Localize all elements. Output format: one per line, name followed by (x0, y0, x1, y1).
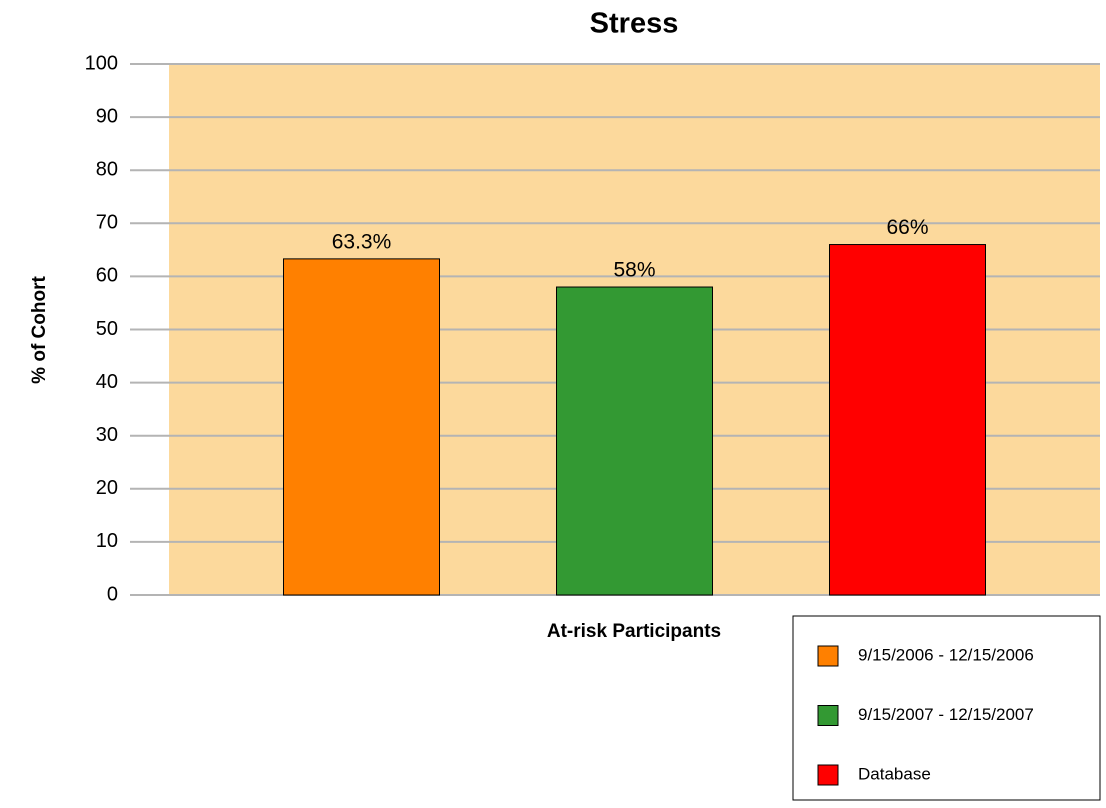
legend-label: 9/15/2006 - 12/15/2006 (858, 645, 1034, 664)
y-axis-label: % of Cohort (29, 276, 50, 384)
y-tick-label: 20 (96, 477, 118, 499)
bar (283, 258, 440, 596)
y-tick-label: 80 (96, 158, 118, 180)
value-label: 63.3% (332, 230, 392, 253)
y-tick-label: 70 (96, 212, 118, 234)
x-axis-label: At-risk Participants (547, 621, 721, 642)
value-label: 58% (613, 259, 655, 282)
y-tick-label: 100 (85, 52, 118, 74)
legend-swatch (817, 764, 839, 786)
legend-swatch (817, 705, 839, 726)
bar (556, 286, 713, 596)
legend-swatch (817, 645, 839, 667)
chart-title: Stress (590, 8, 679, 40)
y-tick-label: 10 (96, 530, 118, 552)
bar (829, 244, 986, 596)
y-tick-label: 40 (96, 371, 118, 393)
y-tick-label: 0 (107, 583, 118, 605)
legend-label: 9/15/2007 - 12/15/2007 (858, 705, 1034, 724)
y-tick-label: 90 (96, 105, 118, 127)
y-tick-label: 30 (96, 424, 118, 446)
y-tick-label: 60 (96, 265, 118, 287)
y-tick-label: 50 (96, 318, 118, 340)
legend-label: Database (858, 764, 931, 783)
value-label: 66% (886, 216, 928, 239)
legend-box (792, 615, 1101, 801)
